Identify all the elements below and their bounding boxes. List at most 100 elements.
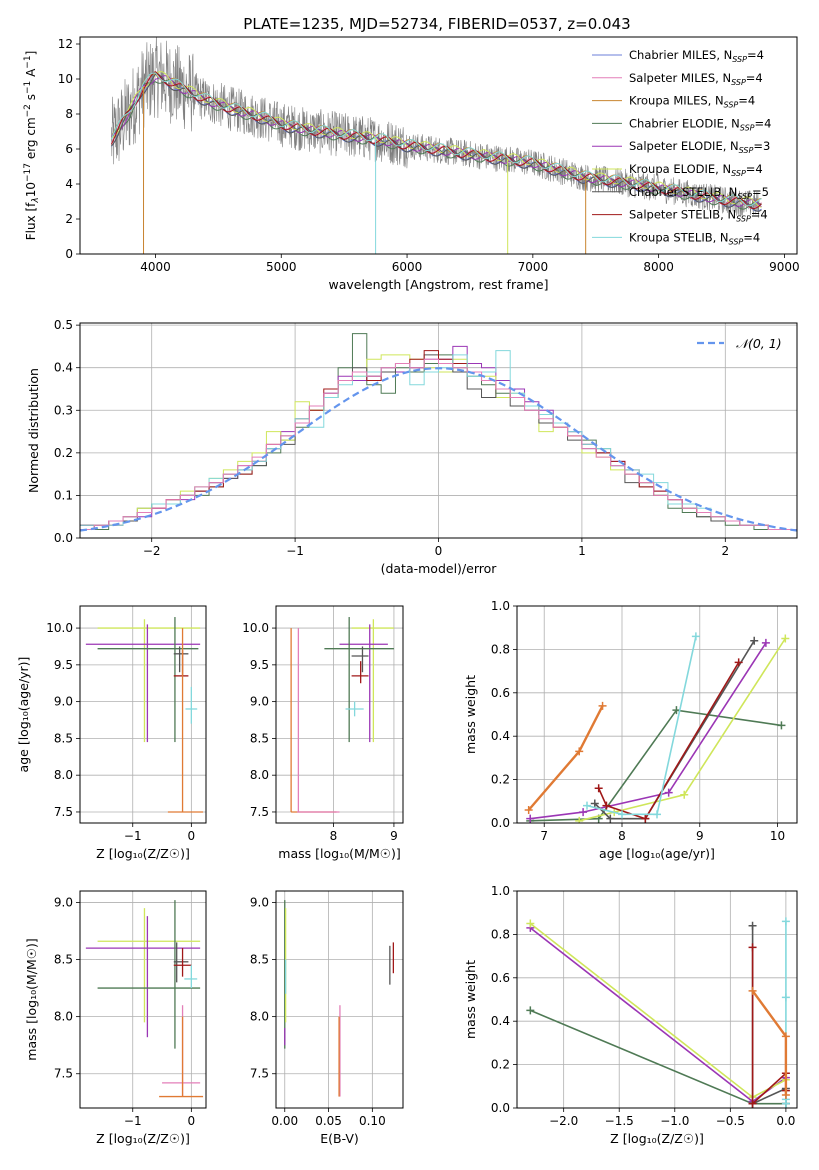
y-axis-label-part: Flux [f (24, 202, 38, 240)
legend-label-sub: SSP (740, 123, 755, 132)
legend-label-tail: =4 (746, 162, 763, 176)
y-axis-label: Flux [fλ10−17 erg cm−2 s−1 A−1] (23, 51, 41, 241)
weight-marker (761, 638, 770, 647)
x-tick-label: −1 (124, 829, 142, 843)
weight-line (529, 922, 787, 1099)
weight-marker (680, 790, 689, 799)
x-tick-label: 0.10 (359, 1114, 386, 1128)
weight-marker (594, 784, 603, 793)
plot-area (524, 632, 790, 823)
y-tick-label: 2 (65, 212, 73, 226)
legend-label-sub: SSP (729, 237, 744, 246)
weight-marker (750, 636, 759, 645)
y-tick-label: 0.4 (491, 729, 510, 743)
legend-label-tail: =4 (751, 208, 768, 222)
spectrum-panel: 4000 5000 6000 7000 8000 9000 0 2 4 6 8 10 12 wavelen… (23, 36, 800, 292)
weight-marker (575, 747, 584, 756)
legend-label: Chabrier MILES, NSSP=4 (629, 48, 764, 64)
plot-area (85, 617, 204, 813)
x-tick-label: −1 (286, 544, 304, 558)
weight-marker (653, 810, 661, 819)
x-tick-label: 9 (696, 829, 704, 843)
x-tick-label: 8000 (643, 260, 674, 274)
legend-label: 𝒩(0, 1) (736, 336, 782, 351)
weight-line (594, 640, 755, 820)
y-tick-label: 0.6 (491, 686, 510, 700)
weight-marker (526, 919, 535, 928)
weight-marker (598, 701, 607, 710)
y-tick-label: 9.0 (54, 895, 73, 909)
y-tick-label: 10.0 (46, 621, 73, 635)
weight-marker (618, 810, 626, 819)
y-axis-label-part: s (24, 94, 38, 104)
model-spectrum-line (110, 72, 762, 207)
x-tick-label: 0 (435, 544, 443, 558)
mass-vs-extinction-panel: 0.00 0.05 0.10 7.5 8.0 8.5 9.0 E(B-V) (250, 890, 404, 1146)
weight-line (586, 636, 697, 816)
y-tick-label: 8 (65, 107, 73, 121)
y-tick-label: 7.5 (250, 805, 269, 819)
y-axis-label-part: −1 (23, 81, 33, 94)
y-axis-label-part: A (24, 68, 38, 81)
legend-label: Kroupa STELIB, NSSP=4 (629, 230, 760, 246)
y-axis-label-part: −1 (23, 55, 33, 68)
y-tick-label: 0.5 (54, 318, 73, 332)
y-tick-label: 0.2 (491, 773, 510, 787)
weight-marker (526, 814, 535, 823)
weight-marker (781, 917, 790, 926)
y-tick-label: 0.0 (491, 816, 510, 830)
x-axis-label: (data-model)/error (381, 561, 498, 576)
y-tick-label: 7.5 (250, 1067, 269, 1081)
x-axis-label: Z [log₁₀(Z/Z☉)] (96, 1131, 190, 1146)
weight-marker (664, 788, 673, 797)
y-tick-label: 9.0 (250, 895, 269, 909)
axes-frame (516, 605, 798, 824)
legend-label-main: Chabrier STELIB, N (629, 185, 737, 199)
age-vs-metallicity-panel: −1 0 7.5 8.0 8.5 9.0 9.5 10.0 Z [log₁₀(Z/Z☉)] age… (16, 605, 207, 861)
y-tick-label: 0.8 (491, 642, 510, 656)
legend-label-main: Salpeter STELIB, N (629, 208, 736, 222)
legend-label-tail: =4 (738, 94, 755, 108)
y-axis-label: mass [log₁₀(M/M☉)] (24, 938, 39, 1060)
plot-area (526, 917, 790, 1108)
legend-label-sub: SSP (736, 215, 751, 224)
x-tick-label: 6000 (392, 260, 423, 274)
weight-marker (777, 721, 786, 730)
plot-area (110, 37, 762, 254)
weight-marker (781, 634, 790, 643)
weight-marker (641, 814, 650, 823)
y-tick-label: 8.5 (54, 953, 73, 967)
y-axis-label: mass weight (463, 675, 478, 754)
y-tick-label: 0 (65, 247, 73, 261)
residuals-panel: −2 −1 0 1 2 0.0 0.1 0.2 0.3 0.4 0.5 (data-model)/er… (26, 318, 798, 576)
x-tick-label: 9000 (769, 260, 800, 274)
legend-label-tail: =4 (746, 71, 763, 85)
plot-area (290, 617, 394, 813)
y-tick-label: 8.0 (54, 1010, 73, 1024)
x-tick-label: −0.5 (716, 1114, 745, 1128)
y-tick-label: 6 (65, 142, 73, 156)
legend-label-tail: =4 (743, 230, 760, 244)
axes-frame (275, 605, 404, 824)
x-tick-label: 0.00 (271, 1114, 298, 1128)
weight-marker (748, 921, 757, 930)
y-axis-label: Normed distribution (26, 368, 41, 493)
legend-label-sub: SSP (732, 55, 747, 64)
figure-title: PLATE=1235, MJD=52734, FIBERID=0537, z=0… (243, 15, 630, 33)
legend-label-main: Chabrier MILES, N (629, 48, 732, 62)
y-axis-label-part: −2 (23, 104, 33, 117)
weight-marker (575, 816, 584, 823)
legend-label-main: Salpeter ELODIE, N (629, 139, 739, 153)
weight-marker (691, 632, 700, 641)
x-axis-label: E(B-V) (320, 1131, 359, 1146)
weight-marker (526, 1006, 535, 1015)
y-tick-label: 0.0 (54, 531, 73, 545)
y-tick-label: 10 (58, 72, 73, 86)
legend-label-sub: SSP (731, 78, 746, 87)
y-tick-label: 1.0 (491, 599, 510, 613)
x-tick-label: 1 (578, 544, 586, 558)
x-tick-label: 0.05 (315, 1114, 342, 1128)
weight-marker (524, 805, 533, 814)
legend-label-tail: =5 (752, 185, 769, 199)
y-tick-label: 7.5 (54, 805, 73, 819)
